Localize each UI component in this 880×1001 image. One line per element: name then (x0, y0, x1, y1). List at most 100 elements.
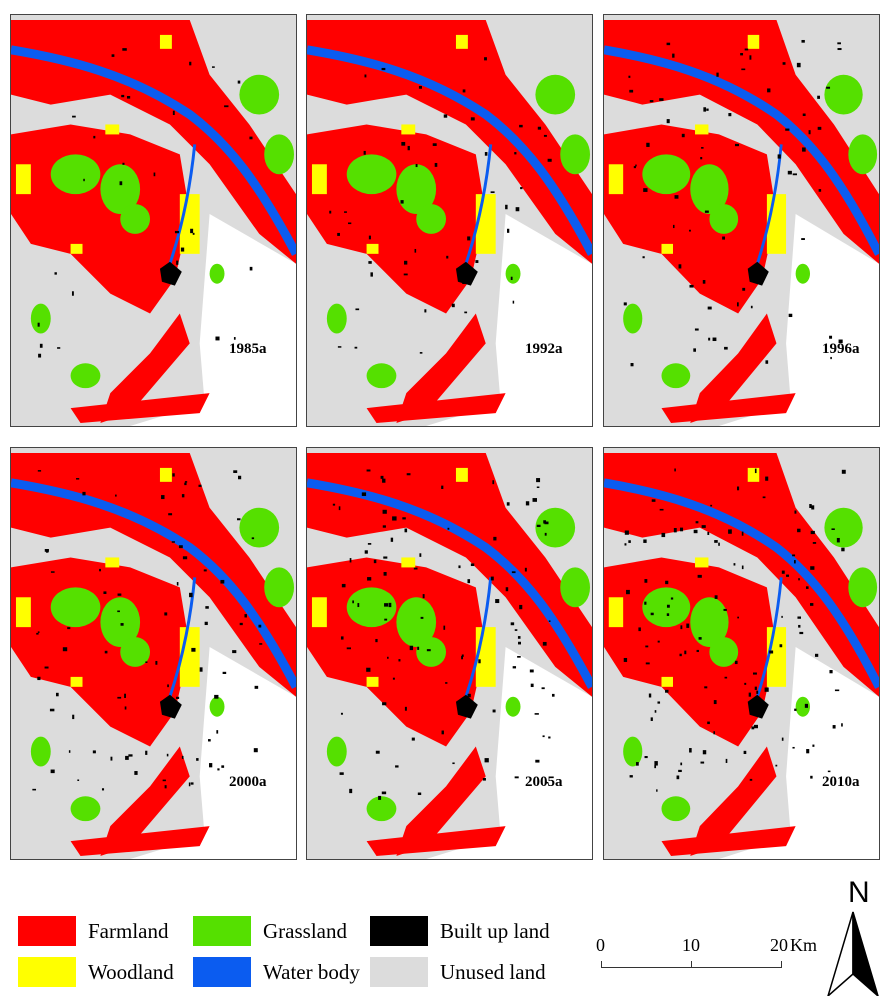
built-up-patch (55, 692, 59, 697)
built-up-patch (684, 650, 687, 655)
built-up-patch (716, 72, 719, 77)
built-up-patch (734, 143, 740, 147)
grassland-patch (396, 164, 437, 215)
built-up-patch (703, 107, 707, 112)
built-up-patch (525, 501, 530, 506)
built-up-patch (514, 152, 517, 155)
built-up-patch (375, 638, 378, 643)
built-up-patch (492, 709, 496, 713)
woodland-patch (661, 243, 673, 254)
built-up-patch (237, 518, 241, 521)
built-up-patch (384, 618, 388, 621)
built-up-patch (76, 478, 80, 480)
built-up-patch (831, 528, 835, 531)
built-up-patch (511, 571, 516, 574)
built-up-patch (817, 95, 820, 99)
grassland-patch (120, 637, 151, 667)
built-up-patch (515, 207, 520, 212)
built-up-patch (810, 603, 814, 606)
built-up-patch (672, 224, 675, 229)
built-up-patch (548, 620, 551, 622)
woodland-patch (311, 597, 327, 628)
built-up-patch (794, 510, 797, 514)
built-up-patch (644, 756, 648, 759)
built-up-patch (801, 238, 805, 241)
built-up-patch (547, 158, 552, 162)
built-up-patch (392, 516, 397, 521)
built-up-land-swatch (370, 916, 428, 946)
built-up-patch (492, 480, 495, 485)
built-up-patch (447, 527, 450, 530)
scale-label-0: 0 (596, 935, 605, 955)
built-up-patch (364, 74, 367, 78)
built-up-patch (44, 549, 49, 552)
built-up-patch (787, 170, 792, 175)
built-up-patch (420, 616, 424, 619)
built-up-patch (512, 666, 517, 669)
north-arrow-icon (827, 911, 879, 996)
built-up-patch (657, 701, 661, 704)
grassland-patch (346, 587, 397, 628)
built-up-patch (461, 655, 464, 660)
built-up-patch (354, 346, 358, 349)
grassland-patch (824, 507, 863, 548)
built-up-patch (174, 230, 180, 234)
built-up-patch (827, 770, 831, 773)
built-up-patch (367, 543, 372, 545)
built-up-patch (817, 126, 822, 130)
built-up-patch (630, 363, 634, 367)
river-branch (464, 144, 493, 265)
built-up-patch (495, 599, 500, 604)
woodland-patch (747, 34, 760, 49)
built-up-patch (117, 696, 122, 699)
built-up-patch (694, 328, 699, 331)
woodland-patch (159, 34, 172, 49)
built-up-patch (67, 627, 71, 630)
built-up-patch (624, 543, 627, 546)
built-up-patch (744, 48, 749, 51)
built-up-patch (781, 570, 785, 574)
built-up-patch (777, 154, 781, 159)
built-up-patch (404, 706, 407, 711)
built-up-patch (390, 537, 394, 542)
built-up-patch (368, 235, 371, 240)
built-up-patch (666, 613, 670, 616)
land-use-map (307, 15, 592, 426)
built-up-patch (168, 513, 173, 516)
built-up-patch (794, 708, 797, 711)
year-label: 2005a (525, 774, 563, 790)
built-up-patch (470, 563, 475, 567)
built-up-patch (541, 687, 545, 690)
river-branch (755, 144, 783, 265)
built-up-patch (166, 753, 169, 757)
built-up-patch (724, 346, 728, 350)
built-up-patch (189, 61, 192, 66)
farmland-area (396, 746, 486, 857)
built-up-patch (743, 750, 747, 755)
built-up-patch (370, 272, 373, 277)
built-up-patch (534, 713, 539, 715)
built-up-patch (254, 685, 259, 689)
built-up-patch (452, 762, 455, 765)
built-up-patch (704, 686, 708, 689)
grassland-patch (505, 696, 521, 717)
built-up-patch (767, 88, 771, 93)
built-up-patch (388, 602, 392, 608)
built-up-patch (164, 785, 167, 789)
grassland-patch (70, 796, 101, 822)
water-body-swatch (193, 957, 251, 987)
woodland-patch (70, 676, 83, 687)
built-up-patch (788, 313, 793, 318)
legend-label-farmland: Farmland (88, 918, 169, 943)
built-up-patch (191, 647, 196, 652)
built-up-patch (806, 749, 810, 754)
built-up-patch (636, 762, 639, 766)
built-up-patch (742, 287, 746, 291)
grassland-patch (709, 204, 739, 234)
river (604, 45, 879, 256)
river (11, 45, 296, 256)
built-up-patch (802, 147, 806, 152)
built-up-patch (464, 311, 468, 314)
built-up-patch (520, 187, 523, 190)
built-up-patch (122, 48, 127, 51)
